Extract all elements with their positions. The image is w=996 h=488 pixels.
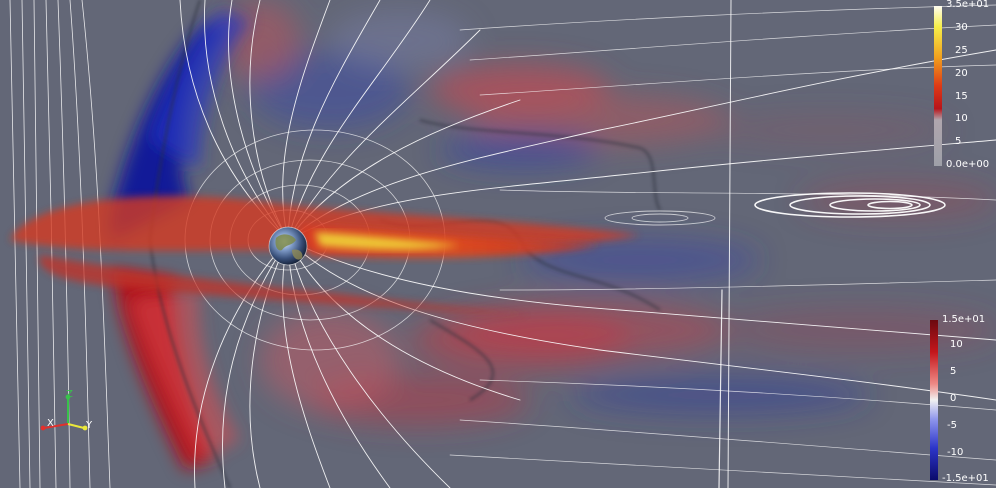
z-axis-label: Z bbox=[66, 389, 73, 400]
field-patches bbox=[220, 0, 996, 426]
x-axis-line bbox=[43, 423, 69, 429]
colorbar-top-tick: 5 bbox=[955, 136, 962, 147]
x-axis-label: X bbox=[47, 418, 54, 429]
colorbar-bottom-tick: 10 bbox=[950, 339, 963, 350]
bow-shock-upper bbox=[110, 10, 250, 240]
colorbar-top-min: 0.0e+00 bbox=[946, 159, 990, 170]
colorbar-top-lower bbox=[934, 120, 942, 166]
colorbar-top-tick: 25 bbox=[955, 45, 968, 56]
colorbar-top-max: 3.5e+01 bbox=[946, 0, 990, 10]
colorbar-bottom-tick: -10 bbox=[947, 447, 964, 458]
current-sheet bbox=[10, 196, 640, 315]
colorbar-bottom-tick: -5 bbox=[947, 420, 957, 431]
earth-globe bbox=[268, 226, 308, 266]
colorbar-top-tick: 20 bbox=[955, 68, 968, 79]
orientation-axes bbox=[40, 394, 88, 431]
colorbar-bottom-tick: 0 bbox=[950, 393, 957, 404]
colorbar-top-tick: 30 bbox=[955, 22, 968, 33]
bow-shock-lower bbox=[112, 270, 240, 470]
colorbar-top-tick: 15 bbox=[955, 91, 968, 102]
y-axis-line bbox=[67, 423, 85, 429]
y-axis-label: Y bbox=[86, 420, 93, 431]
colorbar-bottom-tick: 5 bbox=[950, 366, 957, 377]
colorbar-bottom-max: 1.5e+01 bbox=[942, 314, 986, 325]
colorbar-top bbox=[934, 6, 942, 120]
colorbar-bottom bbox=[930, 320, 938, 480]
colorbar-top-tick: 10 bbox=[955, 113, 968, 124]
colorbar-bottom-min: -1.5e+01 bbox=[942, 473, 989, 484]
